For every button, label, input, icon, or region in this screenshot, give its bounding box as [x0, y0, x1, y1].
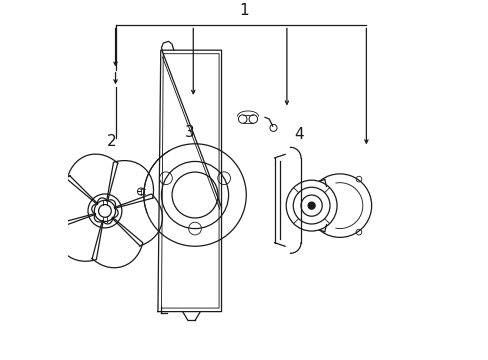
Text: 4: 4 [294, 127, 304, 142]
Text: 2: 2 [107, 134, 117, 149]
Text: 1: 1 [239, 3, 249, 18]
Circle shape [307, 202, 315, 209]
Text: 3: 3 [184, 125, 194, 140]
